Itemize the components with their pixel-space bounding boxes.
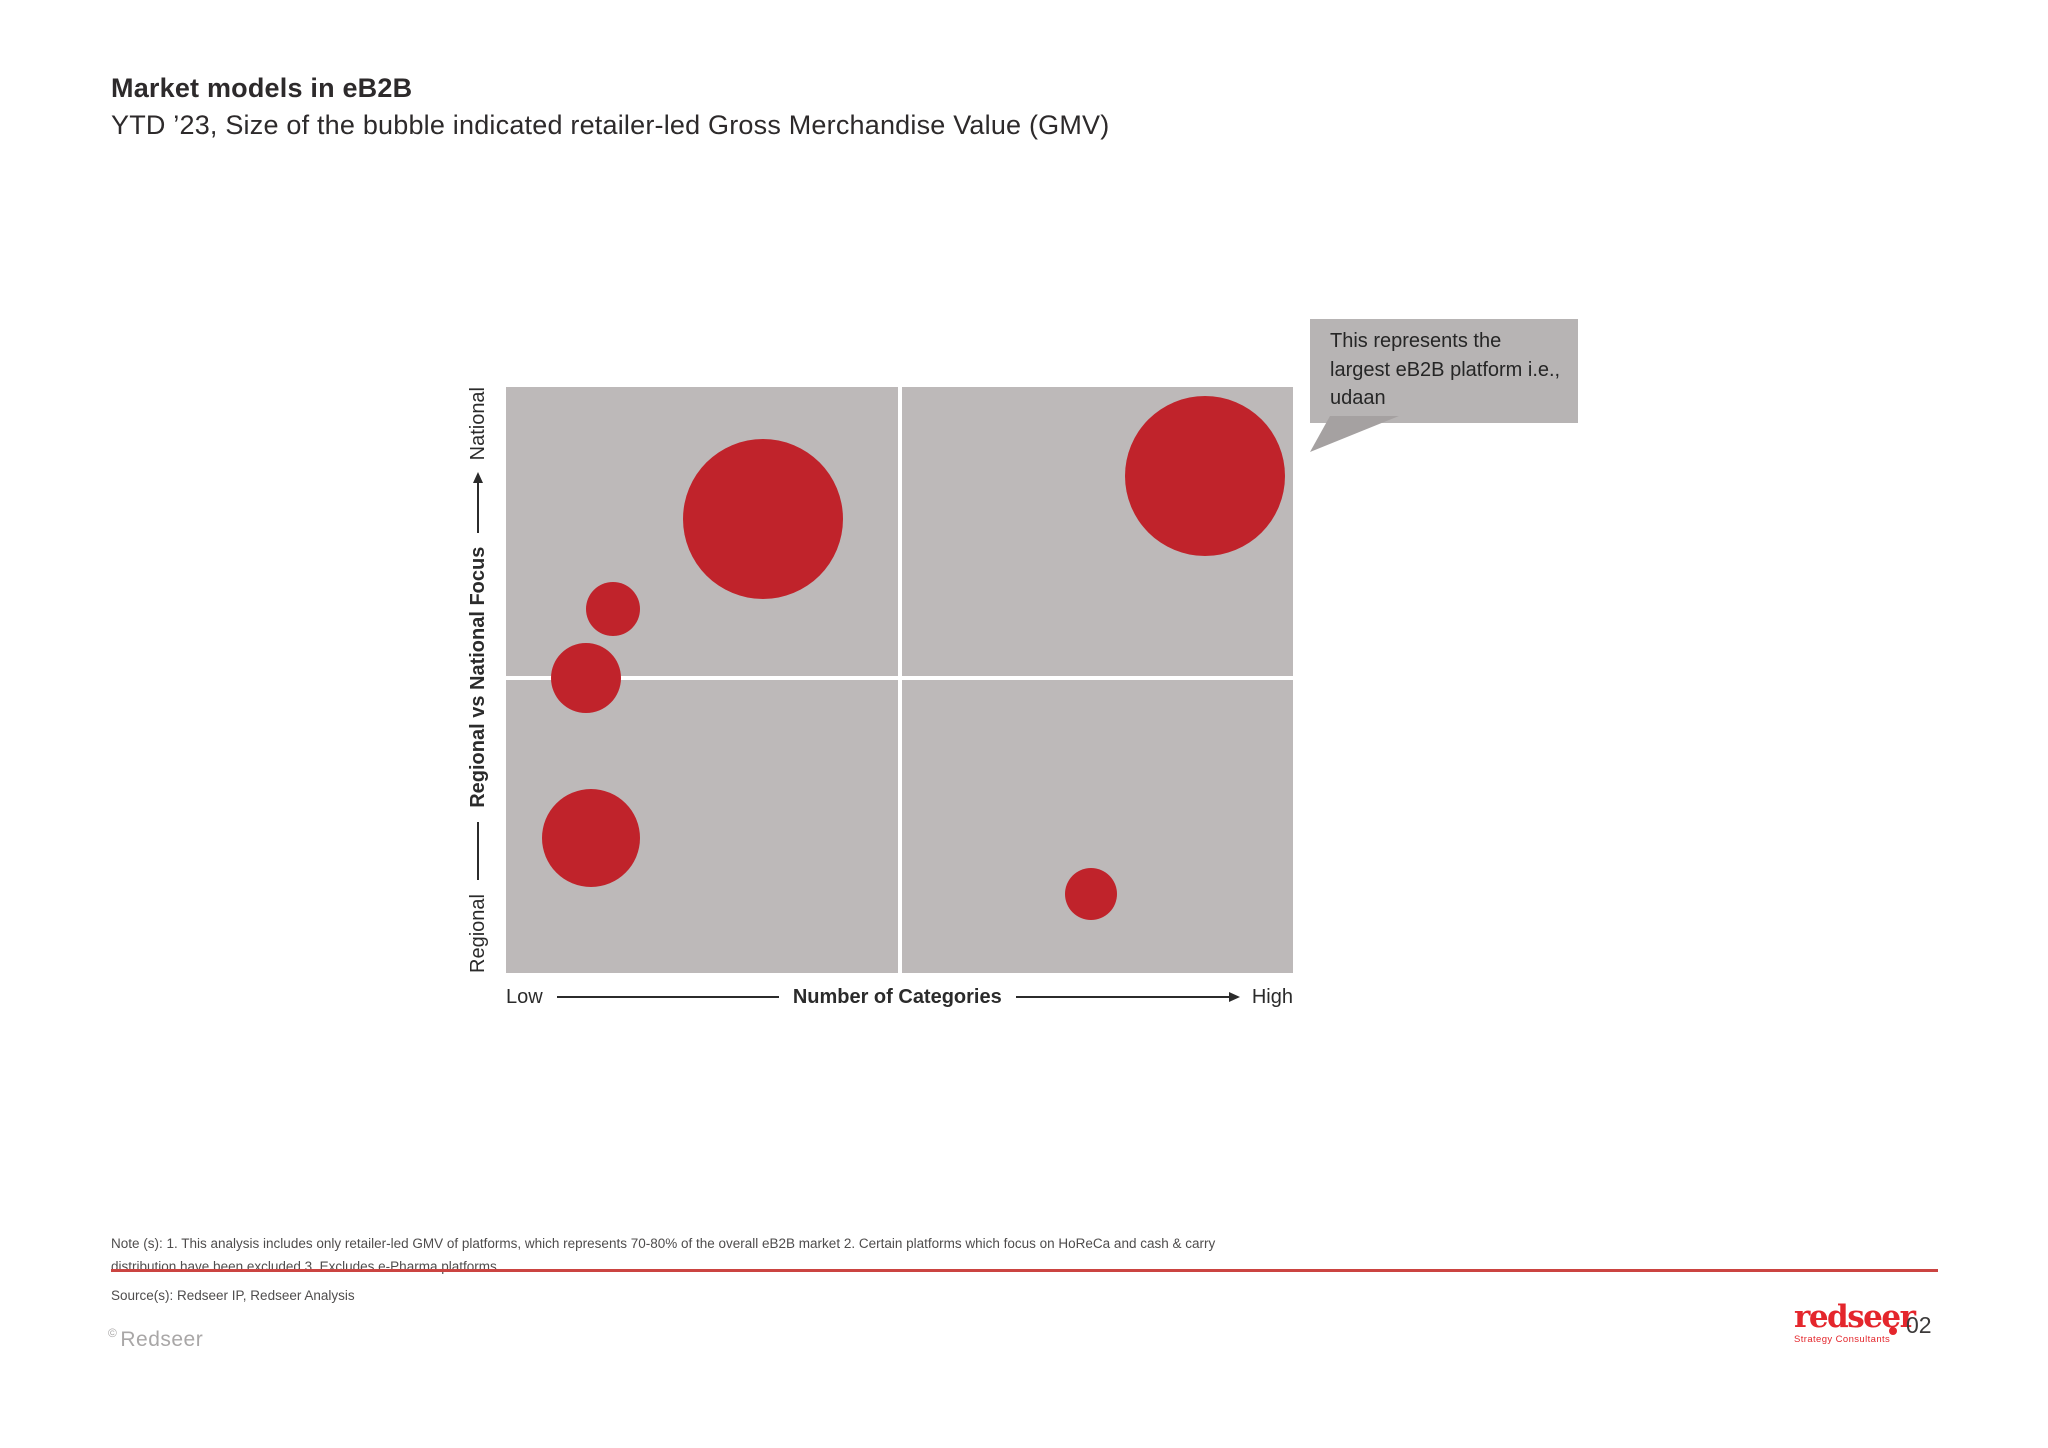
header: Market models in eB2B YTD ’23, Size of t… (111, 70, 1109, 144)
y-axis-line-segment (477, 821, 479, 881)
plot-area (506, 387, 1293, 973)
y-axis: Regional Regional vs National Focus Nati… (456, 387, 500, 973)
redseer-logo: redseer Strategy Consultants (1794, 1302, 1916, 1345)
footer-rule (111, 1269, 1938, 1272)
page-subtitle: YTD ’23, Size of the bubble indicated re… (111, 110, 1110, 140)
page-title: Market models in eB2B (111, 73, 413, 103)
callout-tail-icon (1310, 416, 1399, 452)
gmv-bubble-6 (1065, 868, 1117, 920)
quadrant-divider-vertical (898, 387, 902, 973)
x-axis-max-label: High (1251, 985, 1293, 1008)
copyright-symbol: © (108, 1326, 118, 1340)
x-axis: Low Number of Categories High (506, 981, 1293, 1013)
x-axis-arrow-icon (1015, 996, 1238, 998)
gmv-bubble-2 (586, 582, 640, 636)
y-axis-max-label: National (466, 386, 489, 461)
page-number-dot-icon (1889, 1327, 1897, 1335)
x-axis-min-label: Low (506, 985, 543, 1008)
copyright-name: Redseer (120, 1328, 204, 1351)
gmv-bubble-3 (551, 643, 621, 713)
copyright: © Redseer (108, 1326, 203, 1352)
logo-tagline: Strategy Consultants (1794, 1334, 1891, 1345)
gmv-bubble-4 (542, 789, 640, 887)
gmv-bubble-udaan (1125, 396, 1285, 556)
y-axis-min-label: Regional (466, 894, 489, 973)
gmv-bubble-1 (683, 439, 843, 599)
annotation-callout: This represents the largest eB2B platfor… (1310, 319, 1578, 423)
source-line: Source(s): Redseer IP, Redseer Analysis (111, 1288, 355, 1303)
x-axis-line-segment (556, 996, 779, 998)
x-axis-title: Number of Categories (792, 985, 1002, 1008)
page-number: 02 (1906, 1312, 1932, 1338)
y-axis-arrow-icon (477, 474, 479, 533)
y-axis-title: Regional vs National Focus (466, 546, 489, 808)
quadrant-divider-horizontal (506, 676, 1293, 680)
